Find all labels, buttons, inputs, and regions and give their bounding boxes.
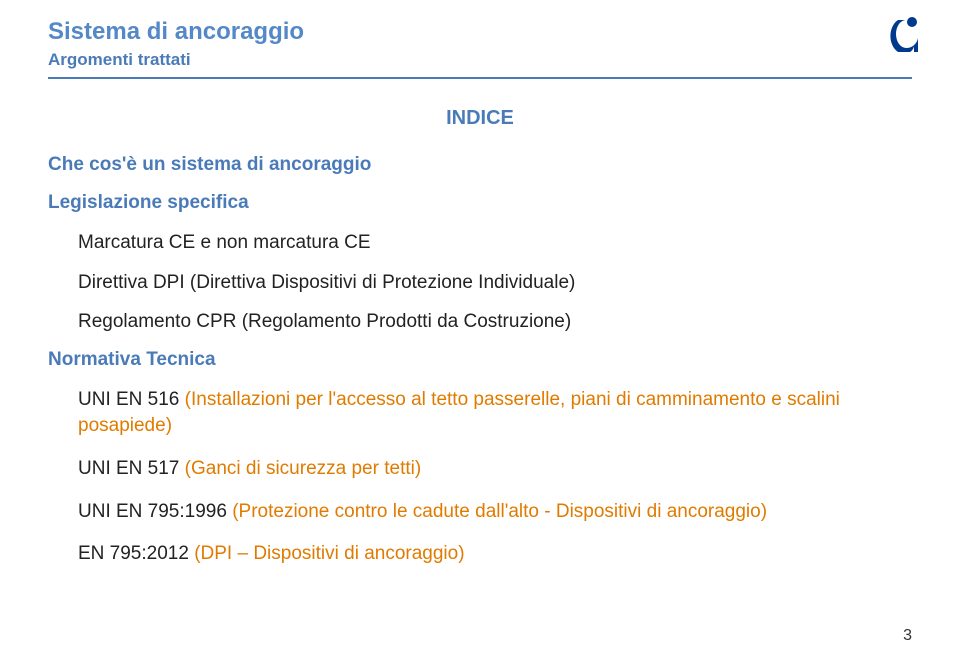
list-item-prefix: UNI EN 517 [78, 458, 185, 479]
list-item: UNI EN 517 (Ganci di sicurezza per tetti… [78, 456, 912, 483]
list-item: UNI EN 516 (Installazioni per l'accesso … [78, 387, 912, 440]
list-item: EN 795:2012 (DPI – Dispositivi di ancora… [78, 541, 912, 568]
page-subtitle: Argomenti trattati [48, 49, 912, 71]
list-item: UNI EN 795:1996 (Protezione contro le ca… [78, 499, 912, 526]
page-number: 3 [903, 627, 912, 645]
body-line: Marcatura CE e non marcatura CE [78, 230, 912, 256]
body-line: Regolamento CPR (Regolamento Prodotti da… [78, 309, 912, 335]
list-item-orange: (Ganci di sicurezza per tetti) [185, 458, 422, 479]
section-heading-2: Legislazione specifica [48, 192, 912, 214]
list-item-prefix: UNI EN 516 [78, 389, 185, 410]
list-item-orange: (Installazioni per l'accesso al tetto pa… [78, 389, 840, 437]
section-heading-1: Che cos'è un sistema di ancoraggio [48, 154, 912, 176]
list-item-orange: (DPI – Dispositivi di ancoraggio) [194, 543, 464, 564]
list-item-orange: (Protezione contro le cadute dall'alto -… [232, 501, 767, 522]
section-heading-3: Normativa Tecnica [48, 349, 912, 371]
page-title: Sistema di ancoraggio [48, 18, 912, 47]
corner-logo [884, 12, 924, 57]
list-item-prefix: UNI EN 795:1996 [78, 501, 232, 522]
list-item-prefix: EN 795:2012 [78, 543, 194, 564]
title-rule [48, 77, 912, 79]
body-line: Direttiva DPI (Direttiva Dispositivi di … [78, 270, 912, 296]
indice-heading: INDICE [48, 107, 912, 130]
